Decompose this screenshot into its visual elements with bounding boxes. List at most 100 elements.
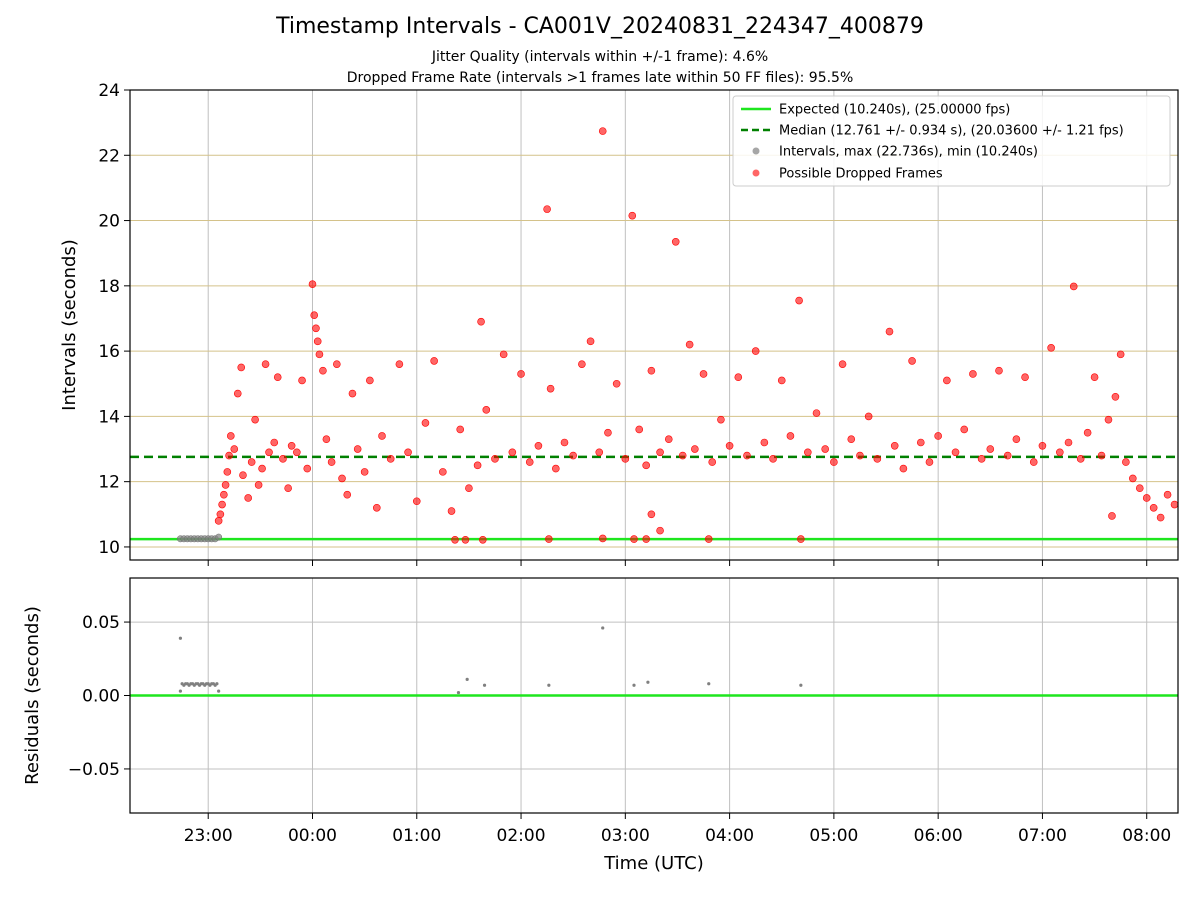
dropped-frame-point bbox=[412, 497, 421, 506]
dropped-frame-point bbox=[685, 340, 694, 349]
dropped-frame-point bbox=[704, 535, 713, 543]
dropped-frame-point bbox=[461, 535, 470, 544]
dropped-frame-point bbox=[343, 490, 352, 499]
dropped-frame-point bbox=[916, 438, 925, 447]
dropped-frame-point bbox=[261, 360, 270, 368]
dropped-frame-point bbox=[465, 484, 473, 492]
dropped-frame-point bbox=[1097, 451, 1106, 460]
residual-point bbox=[799, 683, 803, 687]
dropped-frame-point bbox=[908, 357, 916, 365]
dropped-frame-point bbox=[1135, 484, 1144, 492]
dropped-frame-point bbox=[635, 425, 644, 434]
dropped-frame-point bbox=[795, 296, 803, 305]
dropped-frame-point bbox=[569, 451, 577, 460]
res-ytick-label: 0.05 bbox=[82, 613, 120, 633]
dropped-frame-point bbox=[338, 474, 346, 483]
dropped-frame-point bbox=[1056, 448, 1064, 457]
dropped-frame-point bbox=[560, 438, 569, 447]
dropped-frame-point bbox=[214, 517, 223, 525]
dropped-frame-point bbox=[517, 370, 525, 378]
dropped-frame-point bbox=[237, 363, 246, 372]
dropped-frame-point bbox=[943, 376, 951, 385]
dropped-frame-point bbox=[717, 415, 725, 424]
dropped-frame-point bbox=[473, 461, 482, 470]
res-xtick-label: 01:00 bbox=[392, 826, 441, 846]
legend-entry: Intervals, max (22.736s), min (10.240s) bbox=[779, 145, 1038, 160]
dropped-frame-point bbox=[1170, 500, 1179, 509]
dropped-frame-point bbox=[1142, 494, 1151, 502]
dropped-frame-point bbox=[1064, 438, 1073, 447]
dropped-frame-point bbox=[227, 432, 235, 440]
dropped-frame-point bbox=[925, 458, 934, 466]
dropped-frame-point bbox=[934, 432, 942, 440]
interval-point bbox=[215, 533, 223, 541]
dropped-frame-point bbox=[439, 468, 447, 476]
dropped-frame-point bbox=[421, 419, 430, 427]
dropped-frame-point bbox=[699, 370, 708, 378]
residual-point bbox=[482, 683, 487, 687]
res-xtick-label: 23:00 bbox=[184, 826, 233, 846]
legend-box bbox=[732, 95, 1171, 187]
residual-point bbox=[178, 689, 183, 693]
dropped-frame-point bbox=[678, 451, 687, 460]
dropped-frame-point bbox=[642, 461, 650, 470]
dropped-frame-point bbox=[552, 464, 560, 473]
legend-dropped-swatch bbox=[752, 169, 760, 177]
residual-point bbox=[646, 680, 650, 684]
dropped-frame-point bbox=[404, 448, 412, 457]
dropped-frame-point bbox=[322, 435, 331, 444]
dropped-frame-point bbox=[233, 389, 242, 398]
dropped-frame-point bbox=[1076, 455, 1085, 463]
dropped-frame-point bbox=[270, 438, 279, 447]
dropped-frame-point bbox=[847, 435, 856, 444]
dropped-frame-point bbox=[797, 535, 805, 543]
residual-point bbox=[215, 682, 219, 686]
dropped-frame-point bbox=[239, 471, 247, 479]
residual-point bbox=[465, 677, 469, 681]
dropped-frame-point bbox=[743, 451, 751, 460]
int-ylabel: Intervals (seconds) bbox=[59, 239, 80, 411]
dropped-frame-point bbox=[279, 455, 287, 463]
dropped-frame-point bbox=[348, 389, 357, 398]
dropped-frame-point bbox=[612, 379, 621, 388]
dropped-frame-point bbox=[1163, 490, 1172, 499]
chart-subtitle-dropped: Dropped Frame Rate (intervals >1 frames … bbox=[346, 70, 854, 86]
int-ytick-label: 20 bbox=[98, 212, 120, 232]
int-ytick-label: 16 bbox=[98, 342, 120, 362]
dropped-frame-point bbox=[378, 432, 386, 440]
res-xtick-label: 03:00 bbox=[601, 826, 650, 846]
legend: Expected (10.240s), (25.00000 fps) Median… bbox=[732, 95, 1171, 187]
dropped-frame-point bbox=[664, 435, 673, 444]
dropped-frame-point bbox=[642, 535, 650, 543]
dropped-frame-point bbox=[225, 451, 233, 460]
dropped-frame-point bbox=[951, 448, 960, 457]
residual-point bbox=[456, 690, 461, 695]
dropped-frame-point bbox=[1021, 373, 1029, 382]
dropped-frame-point bbox=[751, 347, 760, 355]
dropped-frame-point bbox=[251, 415, 259, 424]
dropped-frame-point bbox=[353, 445, 362, 453]
res-ytick-label: 0.00 bbox=[82, 687, 120, 707]
dropped-frame-point bbox=[395, 360, 404, 368]
dropped-frame-point bbox=[995, 366, 1003, 375]
dropped-frame-point bbox=[1029, 458, 1038, 466]
int-ytick-label: 14 bbox=[98, 407, 120, 427]
dropped-frame-point bbox=[254, 481, 263, 489]
dropped-frame-point bbox=[691, 445, 699, 453]
dropped-frame-point bbox=[386, 455, 395, 463]
dropped-frame-point bbox=[885, 327, 894, 336]
dropped-frame-point bbox=[578, 360, 586, 368]
dropped-frame-point bbox=[595, 448, 604, 457]
dropped-frame-point bbox=[725, 441, 734, 450]
dropped-frame-point bbox=[671, 237, 680, 246]
dropped-frame-point bbox=[543, 205, 551, 213]
dropped-frame-point bbox=[708, 458, 717, 466]
res-xlabel: Time (UTC) bbox=[603, 853, 704, 874]
residual-point bbox=[601, 626, 605, 630]
dropped-frame-point bbox=[360, 468, 369, 476]
dropped-frame-point bbox=[230, 445, 239, 453]
dropped-frame-point bbox=[1003, 451, 1012, 460]
dropped-frame-point bbox=[1108, 512, 1116, 520]
dropped-frame-point bbox=[315, 350, 324, 359]
